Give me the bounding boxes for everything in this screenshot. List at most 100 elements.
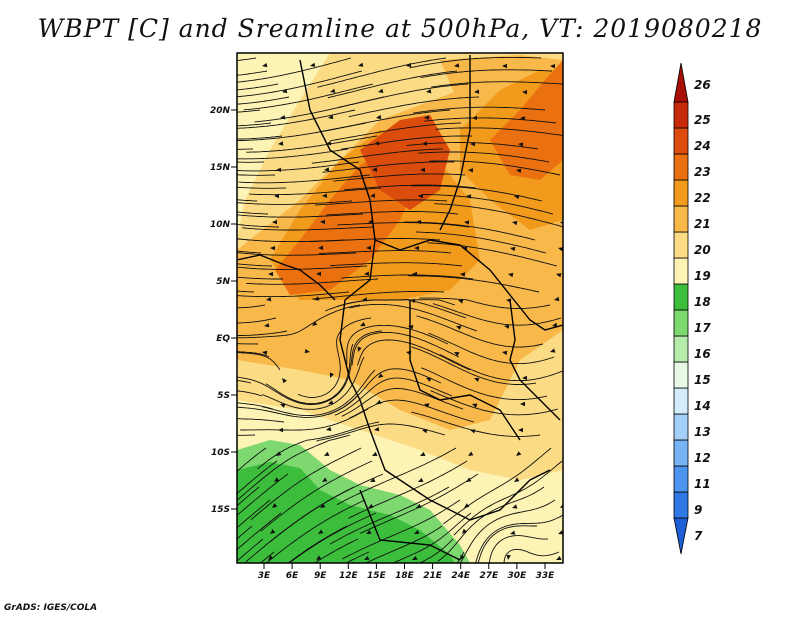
colorbar-label: 9 (694, 503, 702, 517)
streamline (261, 369, 376, 417)
lon-tick-label: 33E (536, 571, 556, 581)
streamline-arrow (366, 245, 372, 250)
streamline-arrow (282, 88, 288, 94)
streamline-arrow (268, 555, 274, 560)
streamline-arrow (370, 477, 376, 482)
streamline (237, 211, 269, 215)
streamline-arrow (456, 325, 462, 330)
streamline-arrow (522, 90, 528, 95)
lon-tick-label: 6E (286, 571, 299, 581)
streamline (237, 148, 349, 160)
streamline-arrow (470, 429, 476, 434)
streamline-arrow (372, 167, 378, 172)
streamline (349, 303, 478, 332)
lon-tick-label: 15E (367, 571, 387, 581)
streamline (417, 151, 550, 163)
streamline-arrow (328, 400, 334, 405)
streamline (428, 332, 555, 365)
streamline (237, 199, 258, 202)
streamline (237, 252, 357, 256)
colorbar-segment (673, 335, 689, 363)
streamline (409, 56, 542, 69)
streamline-arrow (280, 115, 286, 120)
streamline-arrow (270, 246, 276, 251)
streamline (477, 525, 537, 563)
streamline-arrow (418, 193, 423, 199)
streamline (431, 81, 563, 88)
colorbar-label: 22 (694, 191, 711, 205)
lon-tick-label: 9E (314, 571, 327, 581)
streamline-arrow (522, 375, 528, 381)
streamline (249, 187, 382, 196)
streamline (351, 331, 460, 366)
streamline-arrow (558, 247, 563, 252)
chart-title: WBPT [C] and Sreamline at 500hPa, VT: 20… (37, 14, 763, 43)
streamline (237, 161, 360, 172)
colorbar-segment (673, 439, 689, 467)
streamline-arrow (552, 322, 558, 327)
streamline-arrow (462, 528, 467, 534)
streamline (411, 185, 543, 202)
streamline-arrow (372, 451, 378, 456)
streamline (237, 351, 270, 358)
streamline-arrow (570, 90, 575, 94)
streamline (443, 447, 552, 525)
streamline (237, 83, 279, 91)
streamline-arrow (558, 530, 563, 535)
streamline-arrow (418, 477, 424, 482)
streamline (317, 57, 447, 88)
streamline (404, 221, 536, 241)
streamline (237, 174, 276, 176)
streamline (237, 122, 272, 127)
streamline-arrow (268, 271, 274, 277)
streamline (237, 223, 279, 228)
colorbar-label: 21 (694, 217, 711, 231)
streamline (237, 135, 283, 140)
streamline-arrow (564, 451, 569, 456)
lon-tick-label: 12E (339, 571, 359, 581)
streamline (319, 250, 452, 254)
streamline (261, 356, 365, 410)
colorbar: 7 9 11 12 13 14 15 16 17 18 19 20 21 22 23 24 25 26 (673, 62, 711, 555)
streamline-arrow (566, 143, 571, 147)
streamline (237, 486, 260, 507)
streamline (459, 499, 556, 563)
colorbar-segment (673, 101, 689, 129)
streamline-arrow (502, 350, 508, 356)
colorbar-label: 25 (694, 113, 711, 127)
streamline (237, 402, 274, 410)
streamline-arrow (357, 346, 362, 352)
streamline-arrow (374, 141, 380, 146)
colorbar-label: 16 (694, 347, 711, 361)
streamline-arrow (312, 321, 318, 326)
colorbar-arrow-low (673, 517, 689, 555)
streamline-arrow (412, 271, 417, 277)
streamline-arrow (510, 246, 516, 252)
streamline-arrow (276, 167, 282, 172)
streamline-arrow (276, 451, 282, 456)
streamline (237, 96, 290, 105)
streamline (421, 367, 548, 401)
streamline (311, 148, 444, 164)
field-cream-north (237, 53, 330, 240)
colorbar-label: 14 (694, 399, 711, 413)
streamline-arrow (466, 194, 472, 199)
streamline-arrow (424, 115, 430, 120)
streamline (297, 317, 372, 398)
streamline (341, 388, 464, 417)
streamline (330, 262, 463, 267)
streamline-arrow (272, 220, 278, 225)
streamline (239, 408, 369, 431)
streamline (237, 418, 285, 423)
streamline (237, 330, 288, 336)
lat-tick-label: 10S (211, 448, 230, 458)
streamline-arrow (364, 555, 370, 560)
colorbar-label: 15 (694, 373, 711, 387)
streamline-arrow (468, 168, 474, 173)
streamline-arrow (322, 193, 328, 198)
streamline (257, 421, 380, 470)
streamline-arrow (378, 88, 384, 93)
streamline (237, 200, 353, 205)
streamline-arrow (376, 399, 382, 404)
colorbar-label: 12 (694, 451, 711, 465)
